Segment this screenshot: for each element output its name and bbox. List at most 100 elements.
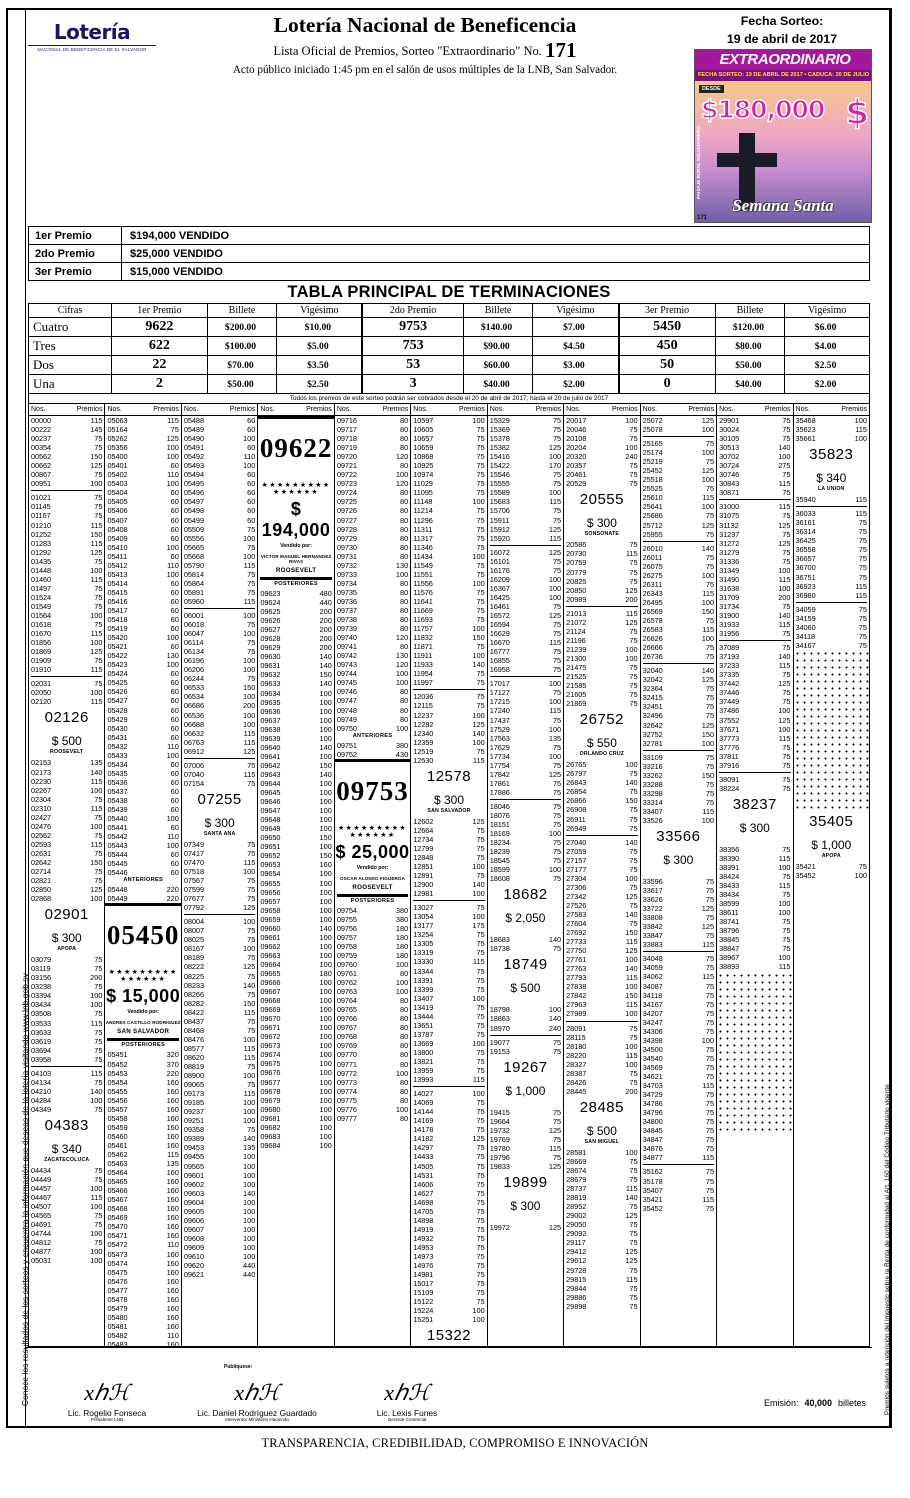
prize-amount: 150 xyxy=(319,760,332,770)
number-row: 03434 100 xyxy=(29,1000,104,1009)
lottery-number: 02868 xyxy=(31,894,52,904)
number-row: 09773 80 xyxy=(335,1078,410,1087)
number-row: 16958 75 xyxy=(488,665,563,674)
number-row: 33722 125 xyxy=(641,904,716,913)
prize-amount: 140 xyxy=(778,610,791,620)
terminations-header-cell: 2do Premio xyxy=(361,303,464,318)
number-row: 37811 75 xyxy=(717,752,792,761)
terminations-cell: $140.00 xyxy=(462,317,534,337)
number-row: 05429 60 xyxy=(105,715,180,724)
number-row: 38847 75 xyxy=(717,944,792,953)
number-row: 29728 75 xyxy=(564,1266,639,1275)
lottery-number: 30513 xyxy=(719,443,740,453)
prize-amount: 75 xyxy=(782,844,791,854)
group-separator xyxy=(641,748,716,753)
lottery-number: 00000 xyxy=(31,416,52,425)
prize-amount: 380 xyxy=(395,914,409,924)
prize-amount: 75 xyxy=(629,479,638,489)
lottery-number: 09606 xyxy=(183,1215,204,1225)
prize-amount: 100 xyxy=(90,1095,103,1105)
terminations-cell: $4.00 xyxy=(784,336,870,356)
lottery-number: 11576 xyxy=(413,587,433,597)
number-row: 20204 100 xyxy=(564,443,639,452)
lottery-number: 35452 xyxy=(642,1203,663,1213)
number-row: 27733 115 xyxy=(564,937,639,946)
prize-amount: 100 xyxy=(166,452,179,462)
lottery-number: 05031 xyxy=(31,1256,52,1266)
prize-amount: 180 xyxy=(319,968,332,978)
number-row: 05401 60 xyxy=(105,461,180,470)
lottery-number: 09638 xyxy=(260,724,281,734)
lottery-number: 14178 xyxy=(413,1125,434,1135)
lottery-number: 08819 xyxy=(183,1062,204,1071)
lottery-number: 31638 xyxy=(719,583,740,593)
prize-amount: 75 xyxy=(94,830,103,840)
number-row: 31490 115 xyxy=(717,575,792,584)
number-row: 20461 75 xyxy=(564,470,639,479)
number-row: 34398 100 xyxy=(641,1036,716,1045)
callout-city xyxy=(717,835,792,844)
terminations-title: TABLA PRINCIPAL DE TERMINACIONES xyxy=(287,283,611,301)
prize-amount: 125 xyxy=(701,720,715,730)
lottery-number: 09565 xyxy=(183,1161,204,1171)
lottery-number: 26578 xyxy=(642,615,663,625)
number-row: 31279 75 xyxy=(717,548,792,557)
number-row: 05472 110 xyxy=(105,1240,180,1249)
number-row: 13319 75 xyxy=(411,948,486,957)
number-row: 04210 140 xyxy=(29,1087,104,1096)
prize-amount: 75 xyxy=(705,1135,715,1145)
lottery-number: 26075 xyxy=(642,561,663,571)
signatory-name: Lic. Lexis Funes xyxy=(376,1408,438,1418)
prize-amount: 100 xyxy=(90,1256,103,1266)
prize-amount: 60 xyxy=(170,723,179,733)
prize-amount: 100 xyxy=(548,592,562,602)
prize-amount: 115 xyxy=(90,697,103,707)
ticket-vertical-text: PAISAJE RURAL SALVADOREÑO xyxy=(696,126,701,199)
number-row: 16101 75 xyxy=(488,557,563,566)
lottery-number: 05412 xyxy=(107,560,128,570)
lottery-number: 09760 xyxy=(336,960,357,970)
number-row: 18599 100 xyxy=(488,865,563,874)
prize-amount: 200 xyxy=(625,1086,638,1096)
number-row: 12602 125 xyxy=(411,817,486,826)
number-row: 09718 80 xyxy=(335,434,410,443)
seller-name: OSCAR ALONSO FIGUEROA xyxy=(340,875,406,881)
lottery-number: 09771 xyxy=(336,1059,357,1069)
number-row: 20357 75 xyxy=(564,461,639,470)
column-header-premios: Premios xyxy=(841,406,867,413)
number-row: 09745 100 xyxy=(335,678,410,687)
number-row: 08282 150 xyxy=(182,999,257,1008)
number-row: 03694 75 xyxy=(29,1046,104,1055)
number-column-body: 35468 100 35623 115 35661 100 35823 $ 340 LA UNI… xyxy=(793,416,869,1346)
lottery-number: 05482 xyxy=(107,1330,128,1340)
prize-amount: 100 xyxy=(90,1184,103,1194)
lottery-number: 09722 xyxy=(336,470,357,480)
number-row: 13305 75 xyxy=(411,939,486,948)
prize-amount: 75 xyxy=(858,604,867,614)
lottery-number: 05063 xyxy=(107,416,128,425)
number-row: 07792 125 xyxy=(182,903,257,912)
prize-amount: 100 xyxy=(548,697,562,707)
winning-number: 09753 xyxy=(336,775,409,806)
number-row: 13651 75 xyxy=(411,1021,486,1030)
prize-amount: 130 xyxy=(395,560,409,570)
callout-number: 02901 xyxy=(44,906,89,924)
terminations-header-cell: Vigésimo xyxy=(532,303,619,318)
prize-amount: 160 xyxy=(166,1113,179,1123)
number-row: 14297 75 xyxy=(411,1143,486,1152)
prize-amount: 200 xyxy=(319,643,332,653)
vendido-label: Vendido por: xyxy=(280,543,312,549)
prize-amount: 75 xyxy=(705,990,715,1000)
lottery-number: 37671 xyxy=(719,724,740,734)
prize-amount: 75 xyxy=(629,690,638,700)
prize-amount: 75 xyxy=(476,1215,485,1225)
prize-amount: 60 xyxy=(170,859,179,869)
number-row: 34062 115 xyxy=(641,972,716,981)
prize-amount: 75 xyxy=(629,814,638,824)
prize-amount: 80 xyxy=(400,1032,409,1042)
lottery-number: 09652 xyxy=(260,851,281,861)
lottery-number: 06763 xyxy=(183,737,204,747)
number-row: 10868 75 xyxy=(411,452,486,461)
number-row: 34845 75 xyxy=(641,1126,716,1135)
number-row: 36751 75 xyxy=(794,573,869,582)
